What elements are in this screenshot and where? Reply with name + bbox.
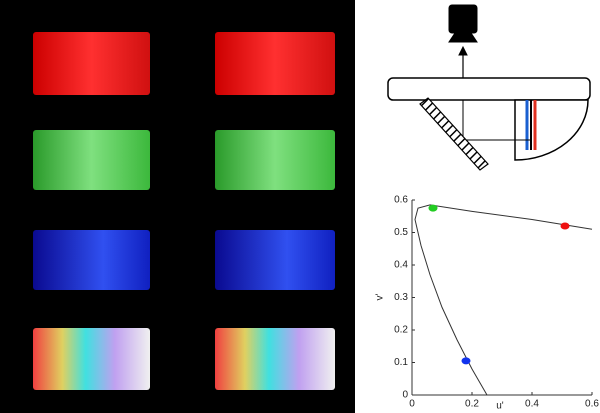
page: {"chart_data": {"type": "scatter", "x_la… [0,0,600,413]
x-tick-label: 0 [409,399,415,410]
point [561,223,570,230]
y-tick-label: 0.2 [394,325,408,336]
point [429,205,438,212]
photo [0,0,355,413]
y-axis-label: v' [375,293,386,300]
x-tick-label: 0.4 [525,399,539,410]
x-tick-label: 0.2 [465,399,479,410]
point [462,357,471,364]
y-tick-label: 0.5 [394,227,408,238]
y-tick-label: 0.6 [394,195,408,206]
y-tick-label: 0.3 [394,292,408,303]
x-tick-label: 0.6 [585,399,599,410]
setup-diagram [388,5,590,170]
figure: u' v' 0 0.2 0.4 0.6 0 0.1 0.2 0.3 0.4 0.5 0.6 [0,0,600,413]
y-tick-label: 0.4 [394,260,408,271]
locus-line [415,205,592,395]
chromaticity-chart: u' v' 0 0.2 0.4 0.6 0 0.1 0.2 0.3 0.4 0.5 0.6 [375,195,600,412]
y-tick-label: 0.1 [394,357,408,368]
y-tick-label: 0 [402,390,408,401]
x-axis-label: u' [496,401,504,412]
